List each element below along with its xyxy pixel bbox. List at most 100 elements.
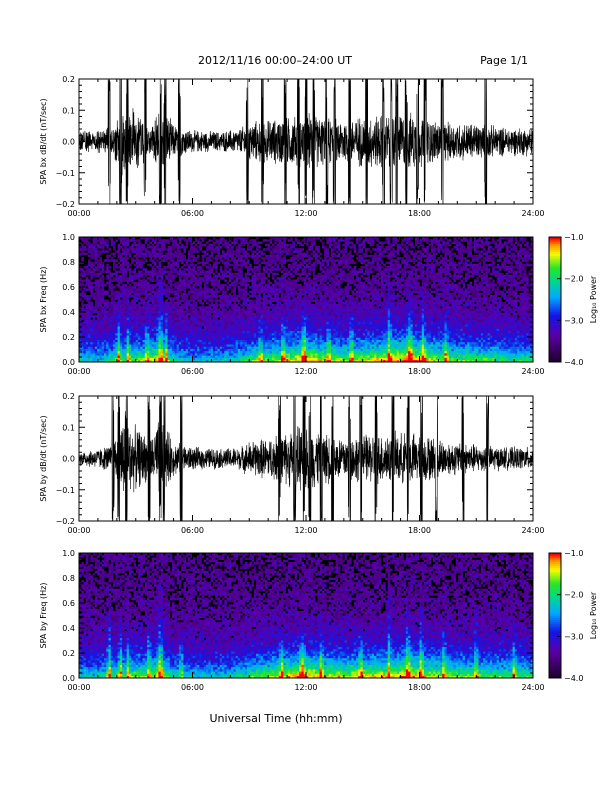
spectrogram-cell <box>140 335 143 338</box>
spectrogram-cell <box>99 328 102 332</box>
spectrogram-cell <box>156 330 159 334</box>
spectrogram-cell <box>287 346 291 349</box>
spectrogram-cell <box>119 245 123 249</box>
spectrogram-cell <box>190 348 193 352</box>
spectrogram-cell <box>85 321 89 325</box>
spectrogram-cell <box>240 239 243 242</box>
spectrogram-cell <box>290 344 293 347</box>
spectrogram-cell <box>310 328 314 332</box>
spectrogram-cell <box>126 290 130 294</box>
spectrogram-cell <box>185 315 189 318</box>
spectrogram-cell <box>183 295 186 298</box>
spectrogram-cell <box>117 321 121 325</box>
spectrogram-cell <box>162 335 166 338</box>
spectrogram-cell <box>192 341 196 345</box>
spectrogram-cell <box>267 279 270 282</box>
spectrogram-cell <box>151 339 155 343</box>
spectrogram-cell <box>165 241 168 244</box>
spectrogram-cell <box>158 299 162 303</box>
spectrogram-cell <box>113 330 116 334</box>
spectrogram-cell <box>106 274 109 278</box>
spectrogram-cell <box>240 346 243 349</box>
spectrogram-cell <box>92 324 96 327</box>
spectrogram-cell <box>79 254 82 258</box>
spectrogram-cell <box>190 330 193 334</box>
spectrogram-cell <box>97 237 100 240</box>
spectrogram-cell <box>113 254 116 258</box>
spectrogram-cell <box>278 297 282 300</box>
spectrogram-cell <box>206 321 209 325</box>
spectrogram-cell <box>124 339 127 343</box>
spectrogram-cell <box>274 317 277 320</box>
spectrogram-cell <box>287 335 291 338</box>
spectrogram-cell <box>246 241 250 244</box>
spectrogram-cell <box>253 350 257 354</box>
spectrogram-cell <box>133 272 137 276</box>
spectrogram-cell <box>246 315 250 318</box>
spectrogram-cell <box>240 337 243 340</box>
spectrogram-cell <box>149 245 152 249</box>
spectrogram-cell <box>183 274 186 278</box>
spectrogram-cell <box>124 237 127 240</box>
spectrogram-cell <box>190 353 193 356</box>
spectrogram-cell <box>258 335 261 338</box>
spectrogram-cell <box>135 254 139 258</box>
spectrogram-cell <box>197 290 200 294</box>
spectrogram-cell <box>224 312 227 316</box>
spectrogram-cell <box>231 326 234 329</box>
spectrogram-cell <box>149 295 152 298</box>
spectrogram-cell <box>224 348 227 352</box>
spectrogram-cell <box>217 319 221 323</box>
spectrogram-cell <box>138 243 141 247</box>
spectrogram-cell <box>110 274 114 278</box>
spectrogram-cell <box>187 330 191 334</box>
spectrogram-cell <box>199 337 202 340</box>
spectrogram-cell <box>215 283 218 287</box>
spectrogram-cell <box>165 319 168 323</box>
spectrogram-cell <box>97 263 100 267</box>
spectrogram-cell <box>237 335 241 338</box>
spectrogram-cell <box>90 257 93 260</box>
spectrogram-cell <box>160 357 164 361</box>
spectrogram-cell <box>190 326 193 329</box>
spectrogram-cell <box>156 254 159 258</box>
spectrogram-cell <box>169 239 173 242</box>
spectrogram-cell <box>158 359 162 363</box>
spectrogram-cell <box>306 250 309 253</box>
spectrogram-cell <box>201 330 205 334</box>
spectrogram-cell <box>194 321 198 325</box>
spectrogram-cell <box>103 270 107 274</box>
spectrogram-cell <box>88 355 91 358</box>
spectrogram-cell <box>151 308 155 311</box>
spectrogram-cell <box>122 321 125 325</box>
spectrogram-cell <box>228 341 232 345</box>
spectrogram-cell <box>122 248 125 251</box>
spectrogram-cell <box>88 317 91 320</box>
spectrogram-cell <box>99 357 102 361</box>
spectrogram-cell <box>183 297 186 300</box>
spectrogram-cell <box>219 315 223 318</box>
spectrogram-cell <box>276 303 280 307</box>
spectrogram-cell <box>233 350 236 354</box>
spectrogram-cell <box>138 239 141 242</box>
spectrogram-cell <box>122 328 125 332</box>
spectrogram-cell <box>242 357 246 361</box>
spectrogram-cell <box>244 266 248 269</box>
spectrogram-cell <box>194 257 198 260</box>
spectrogram-cell <box>265 326 268 329</box>
spectrogram-cell <box>178 270 182 274</box>
spectrogram-cell <box>271 283 275 287</box>
spectrogram-cell <box>258 259 261 262</box>
spectrogram-cell <box>124 261 127 265</box>
spectrogram-cell <box>90 324 93 327</box>
spectrogram-cell <box>151 321 155 325</box>
spectrogram-cell <box>128 353 132 356</box>
spectrogram-cell <box>303 319 307 323</box>
spectrogram-cell <box>110 359 114 363</box>
spectrogram-cell <box>276 248 280 251</box>
spectrogram-cell <box>149 292 152 296</box>
spectrogram-cell <box>303 283 307 287</box>
spectrogram-cell <box>158 348 162 352</box>
spectrogram-cell <box>185 292 189 296</box>
spectrogram-cell <box>212 306 216 309</box>
